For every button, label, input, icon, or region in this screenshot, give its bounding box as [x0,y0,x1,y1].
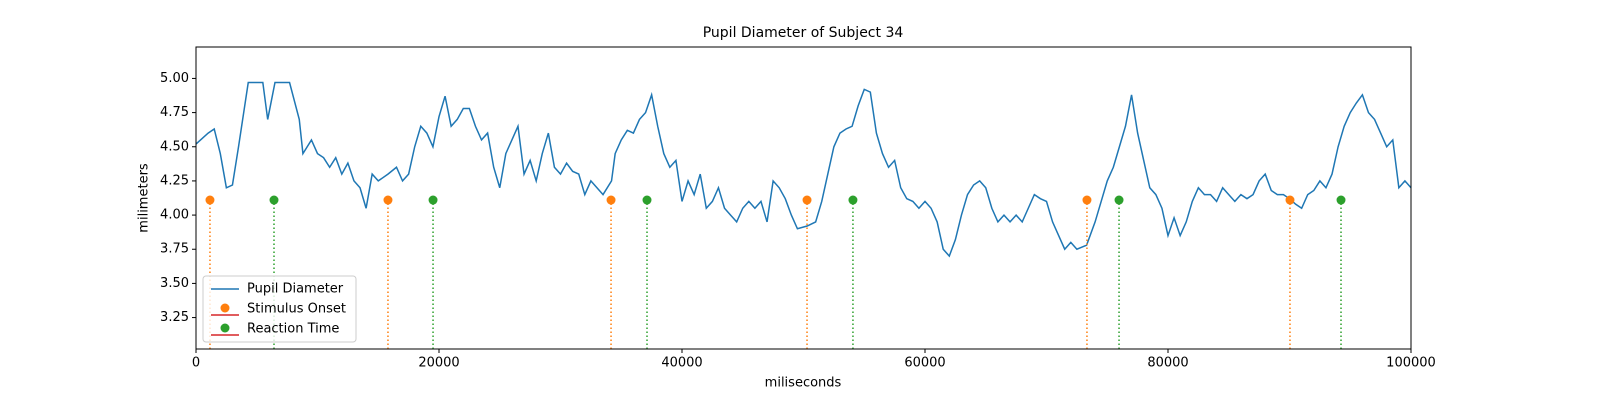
legend-marker [220,303,230,313]
y-tick-label: 3.25 [160,310,189,325]
stem-head [1114,195,1124,205]
legend-label: Reaction Time [247,322,339,337]
y-tick-label: 3.50 [160,276,189,291]
stem-head [1285,195,1295,205]
x-tick-label: 80000 [1147,356,1188,371]
x-axis-label: miliseconds [765,376,842,391]
legend-label: Stimulus Onset [247,302,346,317]
stem-head [606,195,616,205]
stem-head [848,195,858,205]
axes-frame [195,46,1412,350]
stem-head [428,195,438,205]
stem-head [642,195,652,205]
x-tick-label: 100000 [1386,356,1436,371]
chart-title: Pupil Diameter of Subject 34 [703,25,904,41]
stem-head [269,195,279,205]
stem-head [1082,195,1092,205]
y-tick-label: 4.25 [160,173,189,188]
y-tick-label: 3.75 [160,242,189,257]
y-tick-label: 4.50 [160,139,189,154]
x-tick-label: 20000 [418,356,459,371]
y-axis-label: milimeters [137,163,152,233]
legend-label: Pupil Diameter [247,282,344,297]
plot-area [196,81,1411,349]
stem-head [383,195,393,205]
x-tick-label: 40000 [661,356,702,371]
y-tick-label: 4.00 [160,208,189,223]
stem-head [1336,195,1346,205]
stem-head [205,195,215,205]
x-tick-label: 60000 [904,356,945,371]
legend-marker [220,323,230,333]
x-tick-label: 0 [192,356,200,371]
y-tick-label: 4.75 [160,105,189,120]
stem-head [802,195,812,205]
legend-box [202,275,357,343]
pupil-line [196,81,1411,258]
y-tick-label: 5.00 [160,71,189,86]
